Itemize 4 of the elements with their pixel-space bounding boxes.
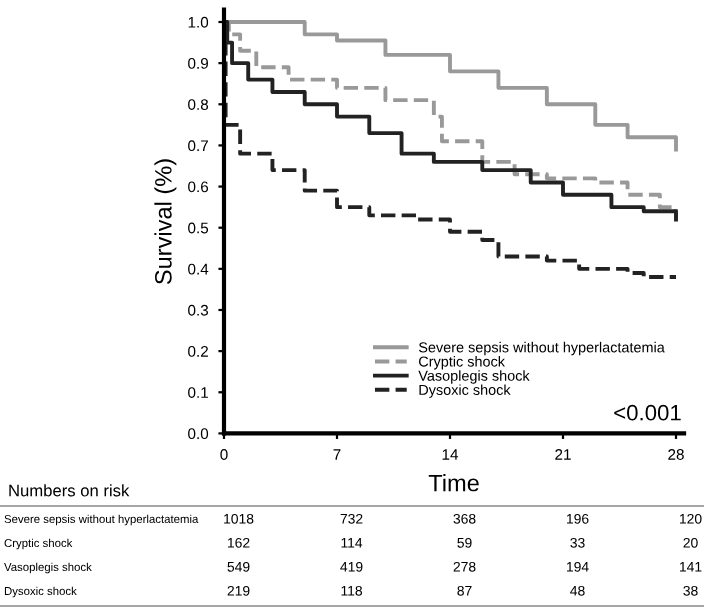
text: Numbers on risk — [9, 484, 130, 497]
x-axis-title: Time — [428, 474, 479, 492]
y-axis-title: Survival (%) — [154, 159, 177, 285]
annotation: <0.001 — [614, 404, 681, 421]
